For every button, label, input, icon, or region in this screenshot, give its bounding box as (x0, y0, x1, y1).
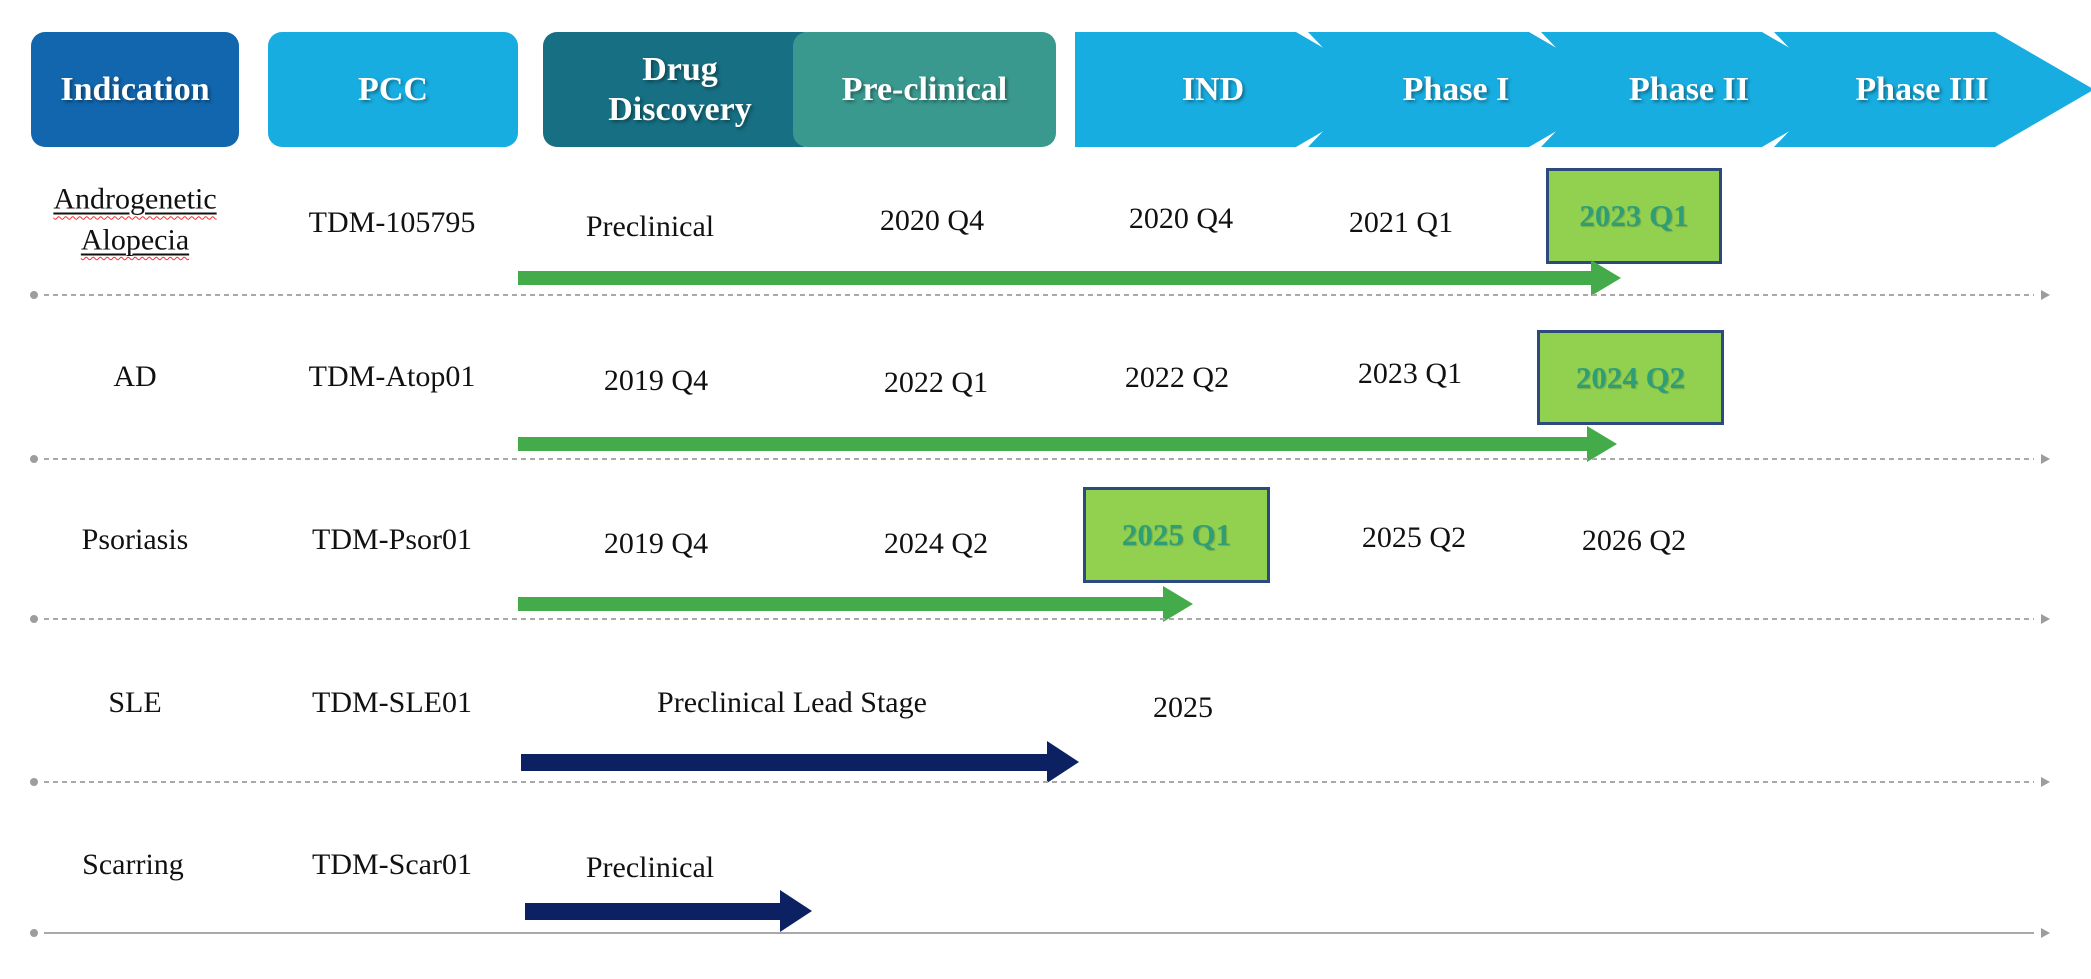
progress-arrow (525, 890, 812, 932)
header-label: Drug Discovery (608, 51, 752, 128)
milestone-phase1: 2021 Q1 (1348, 206, 1454, 239)
pcc-code: TDM-105795 (308, 206, 476, 239)
pcc-code: TDM-Psor01 (311, 523, 473, 556)
header-label: Indication (60, 70, 210, 108)
header-label: Phase I (1402, 70, 1510, 108)
stage-label: Preclinical Lead Stage (657, 686, 927, 719)
milestone-ind: 2022 Q2 (1124, 361, 1230, 394)
milestone-drug-discovery: Preclinical (585, 210, 715, 243)
header-label: Phase II (1629, 70, 1749, 108)
progress-arrow (521, 741, 1079, 783)
pcc-code: TDM-Atop01 (308, 360, 476, 393)
milestone-pre-clinical: 2024 Q2 (883, 527, 989, 560)
row-separator (30, 290, 2050, 300)
header-box-indication: Indication (31, 32, 239, 147)
milestone-drug-discovery: 2019 Q4 (603, 527, 709, 560)
bottom-line (30, 928, 2050, 938)
highlighted-milestone-box: 2023 Q1 (1546, 168, 1722, 264)
highlighted-milestone-label: 2025 Q1 (1121, 517, 1232, 552)
milestone-ind: 2025 (1153, 691, 1213, 724)
indication-name: Androgenetic Alopecia (27, 180, 243, 261)
header-label: Phase III (1855, 70, 1989, 108)
separator-arrow-icon (2041, 290, 2050, 300)
pcc-code: TDM-Scar01 (312, 848, 472, 881)
indication-name: AD (113, 360, 157, 393)
milestone-phase1: 2025 Q2 (1361, 521, 1467, 554)
separator-dot (30, 929, 38, 937)
separator-arrow-icon (2041, 777, 2050, 787)
milestone-phase2: 2026 Q2 (1581, 524, 1687, 557)
header-box-pre-clinical: Pre-clinical (793, 32, 1056, 147)
highlighted-milestone-label: 2023 Q1 (1579, 198, 1689, 233)
progress-arrow (518, 260, 1621, 296)
milestone-ind: 2020 Q4 (1128, 202, 1234, 235)
milestone-drug-discovery: 2019 Q4 (603, 364, 709, 397)
milestone-pre-clinical: 2020 Q4 (879, 204, 985, 237)
highlighted-milestone-box: 2024 Q2 (1537, 330, 1724, 425)
pcc-code: TDM-SLE01 (312, 686, 472, 719)
milestone-phase1: 2023 Q1 (1357, 357, 1463, 390)
highlighted-milestone-box: 2025 Q1 (1083, 487, 1270, 583)
progress-arrow (518, 586, 1193, 622)
header-label: PCC (358, 70, 428, 108)
separator-dot (30, 291, 38, 299)
header-label: Pre-clinical (841, 70, 1008, 108)
stage-label: Preclinical (585, 851, 715, 884)
row-separator (30, 454, 2050, 464)
separator-arrow-icon (2041, 454, 2050, 464)
separator-dot (30, 778, 38, 786)
highlighted-milestone-label: 2024 Q2 (1575, 359, 1686, 395)
separator-dot (30, 615, 38, 623)
milestone-pre-clinical: 2022 Q1 (883, 366, 989, 399)
header-box-pcc: PCC (268, 32, 518, 147)
header-label: IND (1181, 70, 1245, 108)
separator-arrow-icon (2041, 928, 2050, 938)
row-separator (30, 614, 2050, 624)
row-separator (30, 777, 2050, 787)
progress-arrow (518, 426, 1617, 462)
indication-name: Psoriasis (81, 523, 189, 556)
indication-text: Androgenetic Alopecia (53, 182, 217, 257)
separator-arrow-icon (2041, 614, 2050, 624)
separator-dot (30, 455, 38, 463)
indication-name: Scarring (82, 848, 184, 881)
header-box-drug-discovery: Drug Discovery (543, 32, 817, 147)
indication-name: SLE (108, 686, 162, 719)
